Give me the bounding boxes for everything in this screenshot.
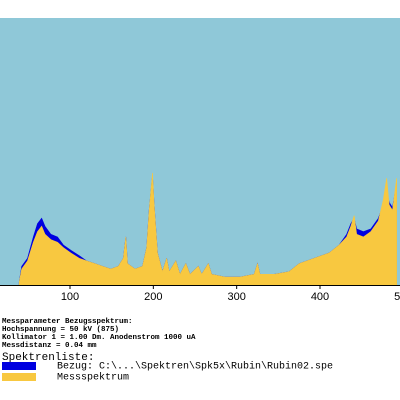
spectrum-area bbox=[18, 172, 397, 286]
x-tick-label: 200 bbox=[144, 291, 162, 303]
legend-title: Spektrenliste: bbox=[2, 352, 94, 364]
plot-area bbox=[0, 18, 400, 285]
legend-swatch bbox=[2, 362, 36, 370]
parameter-text: Messparameter Bezugsspektrum: bbox=[2, 318, 133, 326]
legend-label: Messspektrum bbox=[57, 372, 129, 384]
x-tick-label: 100 bbox=[61, 291, 79, 303]
x-tick-label: 500 bbox=[394, 291, 400, 303]
x-tick-label: 400 bbox=[311, 291, 329, 303]
legend-label: Bezug: C:\...\Spektren\Spk5x\Rubin\Rubin… bbox=[57, 361, 333, 373]
x-tick-label: 300 bbox=[227, 291, 245, 303]
areas bbox=[18, 172, 397, 286]
parameter-text: Kollimator 1 = 1.00 Dm. Anodenstrom 1000… bbox=[2, 334, 196, 342]
parameter-text: Hochspannung = 50 kV (875) bbox=[2, 326, 119, 334]
legend-swatch bbox=[2, 373, 36, 381]
parameter-text: Messdistanz = 0.04 mm bbox=[2, 342, 97, 350]
